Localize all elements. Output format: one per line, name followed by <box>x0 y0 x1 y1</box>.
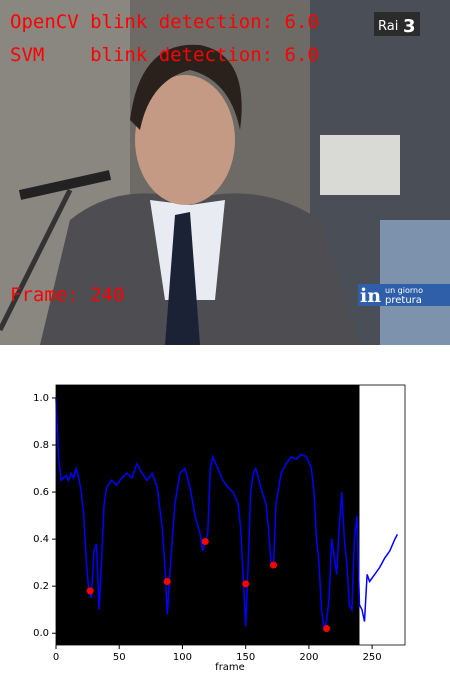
y-tick-label: 1.0 <box>33 393 49 404</box>
x-tick-label: 50 <box>113 652 126 663</box>
plot-frame <box>55 384 406 646</box>
video-frame: Rai 3 in un giorno pretura OpenCV blink … <box>0 0 450 345</box>
opencv-count: OpenCV blink detection: 6.0 <box>10 11 319 33</box>
x-tick-label: 100 <box>173 652 192 663</box>
microphone <box>18 170 112 200</box>
y-tick-label: 0.4 <box>33 534 49 545</box>
blink-point <box>86 587 94 595</box>
x-tick-label: 200 <box>299 652 318 663</box>
y-tick-label: 0.0 <box>33 628 49 639</box>
blink-point <box>242 580 250 588</box>
svm-count: SVM blink detection: 6.0 <box>10 44 319 66</box>
logo2-text: in <box>360 285 381 307</box>
x-tick-label: 0 <box>53 652 59 663</box>
y-tick-label: 0.6 <box>33 487 49 498</box>
data-line <box>55 397 399 629</box>
y-tick-label: 0.2 <box>33 581 49 592</box>
box <box>320 135 400 195</box>
blink-point <box>163 577 171 585</box>
logo-text: Rai <box>378 19 398 34</box>
y-tick-label: 0.8 <box>33 440 49 451</box>
face <box>135 75 235 205</box>
logo2-box <box>358 284 450 306</box>
x-tick-label: 150 <box>236 652 255 663</box>
frame-label: Frame: 240 <box>10 284 124 306</box>
tie <box>165 212 200 345</box>
x-axis-label: frame <box>215 662 245 673</box>
blink-point <box>269 561 277 569</box>
logo-box <box>374 12 420 36</box>
logo-num: 3 <box>403 16 416 37</box>
x-tick-label: 250 <box>363 652 382 663</box>
mic-stand <box>0 188 73 332</box>
logo2-line2: pretura <box>385 295 422 306</box>
logo2-line1: un giorno <box>385 286 423 295</box>
blink-point <box>323 625 331 633</box>
jeans <box>380 220 450 345</box>
hair <box>130 44 242 130</box>
blink-point <box>201 537 209 545</box>
